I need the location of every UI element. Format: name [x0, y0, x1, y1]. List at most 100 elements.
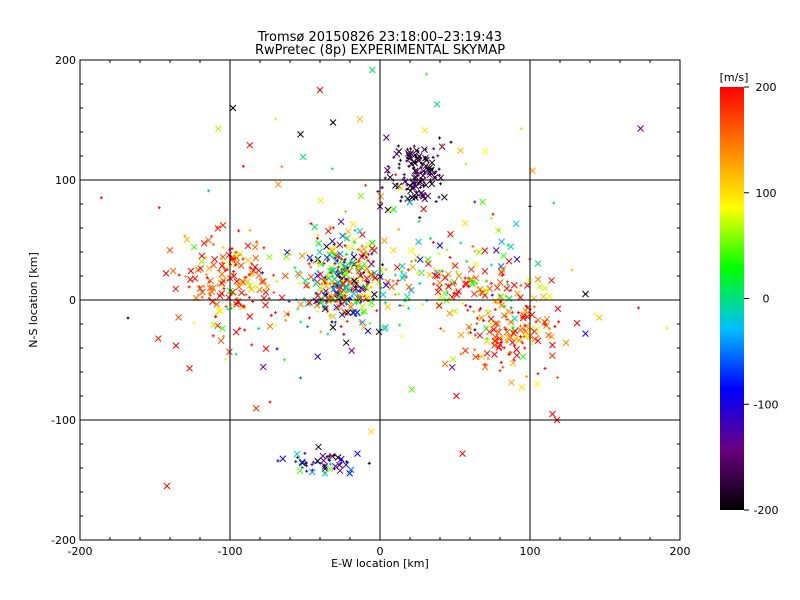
point-plus	[275, 347, 279, 351]
point-plus	[491, 212, 495, 216]
point-cross	[346, 470, 354, 477]
point-cross	[215, 125, 222, 133]
point-cross	[392, 182, 399, 190]
point-cross	[520, 312, 527, 320]
point-cross	[255, 267, 263, 274]
point-plus	[342, 260, 346, 264]
point-cross	[244, 242, 252, 250]
point-cross	[169, 267, 177, 275]
point-cross	[497, 293, 505, 300]
point-plus	[437, 195, 441, 199]
point-plus	[293, 266, 297, 270]
point-cross	[343, 284, 351, 291]
point-plus	[592, 312, 596, 316]
point-cross	[397, 184, 405, 192]
point-plus	[423, 157, 427, 161]
point-plus	[504, 340, 508, 344]
point-cross	[323, 243, 330, 250]
point-cross	[225, 251, 233, 259]
point-cross	[490, 326, 498, 333]
point-plus	[473, 333, 477, 337]
point-cross	[511, 315, 519, 322]
point-plus	[329, 271, 333, 275]
point-cross	[320, 457, 327, 464]
point-cross	[324, 227, 332, 235]
x-tick-label: -200	[68, 545, 93, 558]
point-plus	[380, 201, 384, 205]
point-cross	[483, 350, 491, 357]
point-cross	[313, 297, 320, 305]
point-plus	[434, 200, 438, 204]
point-cross	[323, 254, 331, 261]
point-cross	[360, 308, 368, 316]
point-cross	[467, 266, 475, 273]
point-plus	[309, 265, 313, 269]
point-cross	[356, 227, 364, 235]
point-cross	[357, 272, 364, 279]
point-plus	[226, 307, 230, 311]
point-cross	[388, 283, 396, 291]
point-cross	[422, 181, 430, 189]
point-plus	[405, 147, 409, 151]
point-cross	[407, 247, 415, 254]
point-cross	[549, 352, 556, 359]
point-plus	[237, 229, 241, 233]
point-cross	[549, 341, 556, 349]
point-plus	[519, 127, 523, 131]
point-plus	[508, 350, 512, 354]
point-plus	[363, 183, 367, 187]
point-plus	[553, 324, 557, 328]
point-plus	[299, 376, 303, 380]
point-plus	[428, 237, 432, 241]
point-plus	[312, 261, 316, 265]
point-plus	[473, 200, 477, 204]
point-plus	[305, 285, 309, 289]
point-cross	[543, 322, 550, 330]
point-cross	[390, 246, 397, 254]
point-cross	[519, 314, 527, 322]
point-plus	[479, 306, 483, 310]
point-cross	[349, 220, 357, 228]
point-plus	[288, 252, 292, 256]
point-plus	[207, 291, 211, 295]
point-plus	[471, 244, 475, 248]
point-plus	[322, 295, 326, 299]
point-plus	[506, 283, 510, 287]
point-plus	[224, 305, 228, 309]
point-plus	[504, 327, 508, 331]
point-plus	[432, 282, 436, 286]
point-cross	[349, 259, 356, 267]
chart-subtitle: RwPretec (8p) EXPERIMENTAL SKYMAP	[255, 43, 505, 58]
point-plus	[464, 162, 468, 166]
point-cross	[154, 335, 162, 342]
point-plus	[428, 172, 432, 176]
point-plus	[570, 268, 574, 272]
point-plus	[346, 290, 350, 294]
point-plus	[330, 320, 334, 324]
point-cross	[408, 386, 416, 393]
point-cross	[513, 346, 520, 353]
point-cross	[453, 392, 460, 400]
point-cross	[350, 290, 358, 297]
point-cross	[346, 278, 354, 285]
point-cross	[187, 267, 195, 275]
point-plus	[354, 285, 358, 289]
point-plus	[493, 300, 497, 304]
point-cross	[207, 277, 214, 285]
point-cross	[381, 325, 388, 333]
point-cross	[495, 344, 503, 351]
point-cross	[491, 351, 498, 358]
point-cross	[377, 193, 385, 200]
point-plus	[438, 136, 442, 140]
point-cross	[409, 263, 417, 271]
point-plus	[380, 286, 384, 290]
point-plus	[274, 323, 278, 327]
point-plus	[257, 326, 261, 330]
point-plus	[298, 281, 302, 285]
point-cross	[359, 231, 366, 238]
point-plus	[325, 455, 329, 459]
point-cross	[492, 320, 499, 327]
point-plus	[400, 270, 404, 274]
point-cross	[247, 286, 255, 293]
point-cross	[475, 248, 483, 256]
